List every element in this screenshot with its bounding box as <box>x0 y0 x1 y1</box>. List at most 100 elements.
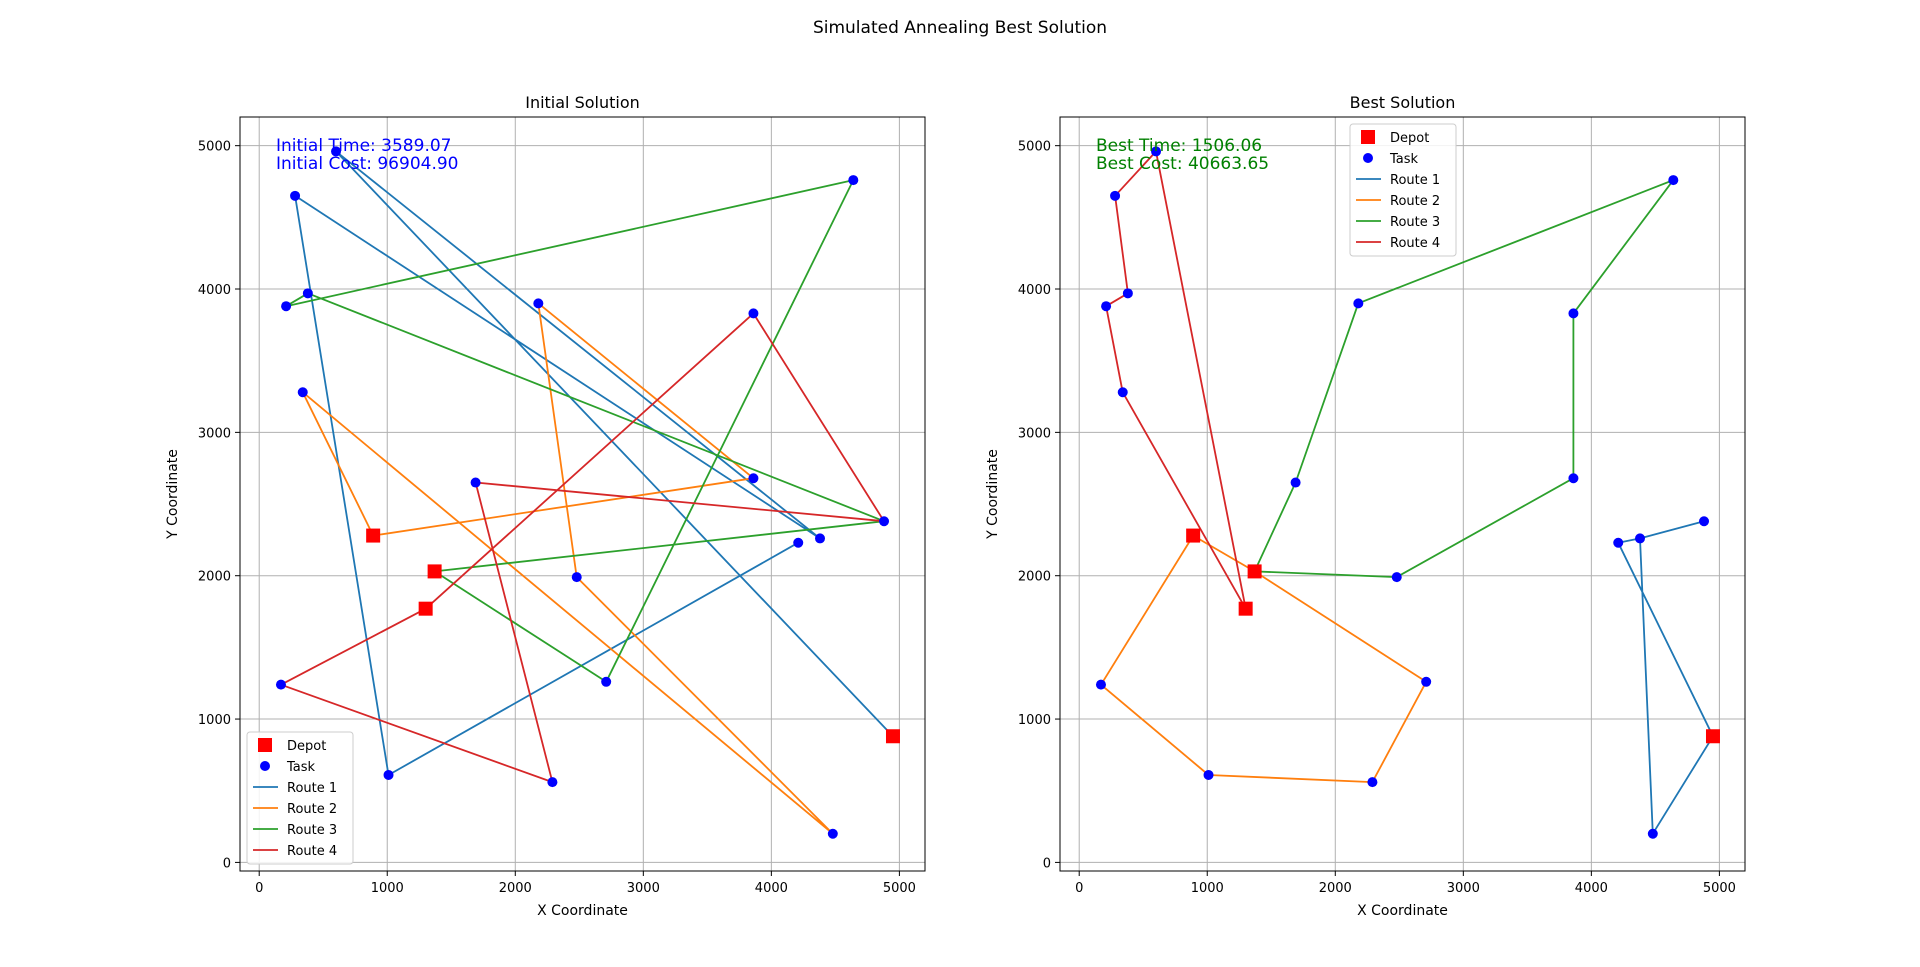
task-marker <box>1568 308 1579 319</box>
task-marker <box>281 301 292 312</box>
x-tick-label: 5000 <box>883 881 916 896</box>
task-marker <box>297 387 308 398</box>
legend-task-swatch <box>1363 153 1373 163</box>
y-tick-label: 0 <box>223 856 231 871</box>
axes-frame <box>1059 116 1746 872</box>
y-tick-label: 2000 <box>198 570 231 585</box>
y-tick-label: 5000 <box>1018 140 1051 155</box>
task-marker <box>748 308 759 319</box>
task-marker <box>1391 572 1402 583</box>
x-tick-label: 3000 <box>627 881 660 896</box>
legend-label-route-2: Route 2 <box>287 802 337 817</box>
x-tick-label: 1000 <box>1191 881 1224 896</box>
task-marker <box>793 537 804 548</box>
legend-task-swatch <box>260 761 270 771</box>
task-marker <box>1353 298 1364 309</box>
legend: Depot Task Route 1 Route 2 Route 3 Route 4 <box>1349 123 1457 257</box>
depot-marker <box>427 564 442 579</box>
legend-label-route-3: Route 3 <box>1390 215 1440 230</box>
depot-marker <box>1186 528 1201 543</box>
x-tick-label: 3000 <box>1447 881 1480 896</box>
x-tick-label: 5000 <box>1703 881 1736 896</box>
x-tick-label: 2000 <box>1319 881 1352 896</box>
task-marker <box>1568 473 1579 484</box>
legend-depot-swatch <box>1361 130 1375 144</box>
legend-label-task: Task <box>1389 152 1419 167</box>
annotation-text: Initial Cost: 96904.90 <box>276 154 458 174</box>
task-marker <box>1151 146 1162 157</box>
x-axis-label: X Coordinate <box>537 903 628 919</box>
legend-label-depot: Depot <box>287 739 326 754</box>
task-marker <box>815 533 826 544</box>
initial-solution-chart: 0 1000 2000 3000 4000 5000 0 1000 2000 3000 4000 50… <box>165 93 926 919</box>
annotation-text: Best Time: 1506.06 <box>1096 136 1262 156</box>
task-marker <box>1699 516 1710 527</box>
depot-marker <box>1247 564 1262 579</box>
legend-box <box>246 731 354 865</box>
x-tick-label: 1000 <box>371 881 404 896</box>
y-tick-label: 4000 <box>198 283 231 298</box>
task-marker <box>1117 387 1128 398</box>
route-line-route-3 <box>1253 179 1675 578</box>
depot-marker <box>1705 729 1720 744</box>
annotation-text: Best Cost: 40663.65 <box>1096 154 1269 174</box>
legend-label-route-2: Route 2 <box>1390 194 1440 209</box>
x-tick-label: 0 <box>1075 881 1083 896</box>
legend-label-route-3: Route 3 <box>287 823 337 838</box>
legend-label-route-4: Route 4 <box>1390 236 1440 251</box>
x-tick-label: 2000 <box>499 881 532 896</box>
task-marker <box>748 473 759 484</box>
legend-box <box>1349 123 1457 257</box>
y-tick-label: 2000 <box>1018 570 1051 585</box>
y-tick-label: 5000 <box>198 140 231 155</box>
legend-label-depot: Depot <box>1390 131 1429 146</box>
depot-marker <box>366 528 381 543</box>
task-marker <box>1668 175 1679 186</box>
route-line-route-1 <box>294 150 894 776</box>
figure-suptitle: Simulated Annealing Best Solution <box>813 18 1107 38</box>
legend-label-task: Task <box>286 760 316 775</box>
task-marker <box>1367 777 1378 788</box>
axes-title: Initial Solution <box>525 93 640 112</box>
x-tick-label: 4000 <box>1575 881 1608 896</box>
legend-label-route-4: Route 4 <box>287 844 337 859</box>
legend-label-route-1: Route 1 <box>287 781 337 796</box>
annotation-text: Initial Time: 3589.07 <box>276 136 451 156</box>
task-marker <box>601 676 612 687</box>
task-marker <box>1421 676 1432 687</box>
legend-label-route-1: Route 1 <box>1390 173 1440 188</box>
x-axis-label: X Coordinate <box>1357 903 1448 919</box>
depot-marker <box>885 729 900 744</box>
task-marker <box>547 777 558 788</box>
legend: Depot Task Route 1 Route 2 Route 3 Route 4 <box>246 731 354 865</box>
axes-frame <box>239 116 926 872</box>
y-tick-label: 1000 <box>1018 713 1051 728</box>
y-tick-label: 3000 <box>198 426 231 441</box>
axes-title: Best Solution <box>1350 93 1456 112</box>
task-marker <box>1647 828 1658 839</box>
task-marker <box>1290 477 1301 488</box>
task-marker <box>1101 301 1112 312</box>
task-marker <box>1095 679 1106 690</box>
y-tick-label: 3000 <box>1018 426 1051 441</box>
task-marker <box>571 572 582 583</box>
depot-marker <box>418 601 433 616</box>
legend-depot-swatch <box>258 738 272 752</box>
task-marker <box>1122 288 1133 299</box>
task-marker <box>827 828 838 839</box>
x-tick-label: 4000 <box>755 881 788 896</box>
task-marker <box>302 288 313 299</box>
y-tick-label: 1000 <box>198 713 231 728</box>
y-tick-label: 4000 <box>1018 283 1051 298</box>
task-marker <box>275 679 286 690</box>
task-marker <box>879 516 890 527</box>
best-solution-chart: 0 1000 2000 3000 4000 5000 0 1000 2000 3000 4000 50… <box>985 93 1746 919</box>
y-tick-label: 0 <box>1043 856 1051 871</box>
y-axis-label: Y Coordinate <box>165 449 181 540</box>
y-axis-label: Y Coordinate <box>985 449 1001 540</box>
task-marker <box>1635 533 1646 544</box>
task-marker <box>331 146 342 157</box>
task-marker <box>1613 537 1624 548</box>
task-marker <box>1203 769 1214 780</box>
